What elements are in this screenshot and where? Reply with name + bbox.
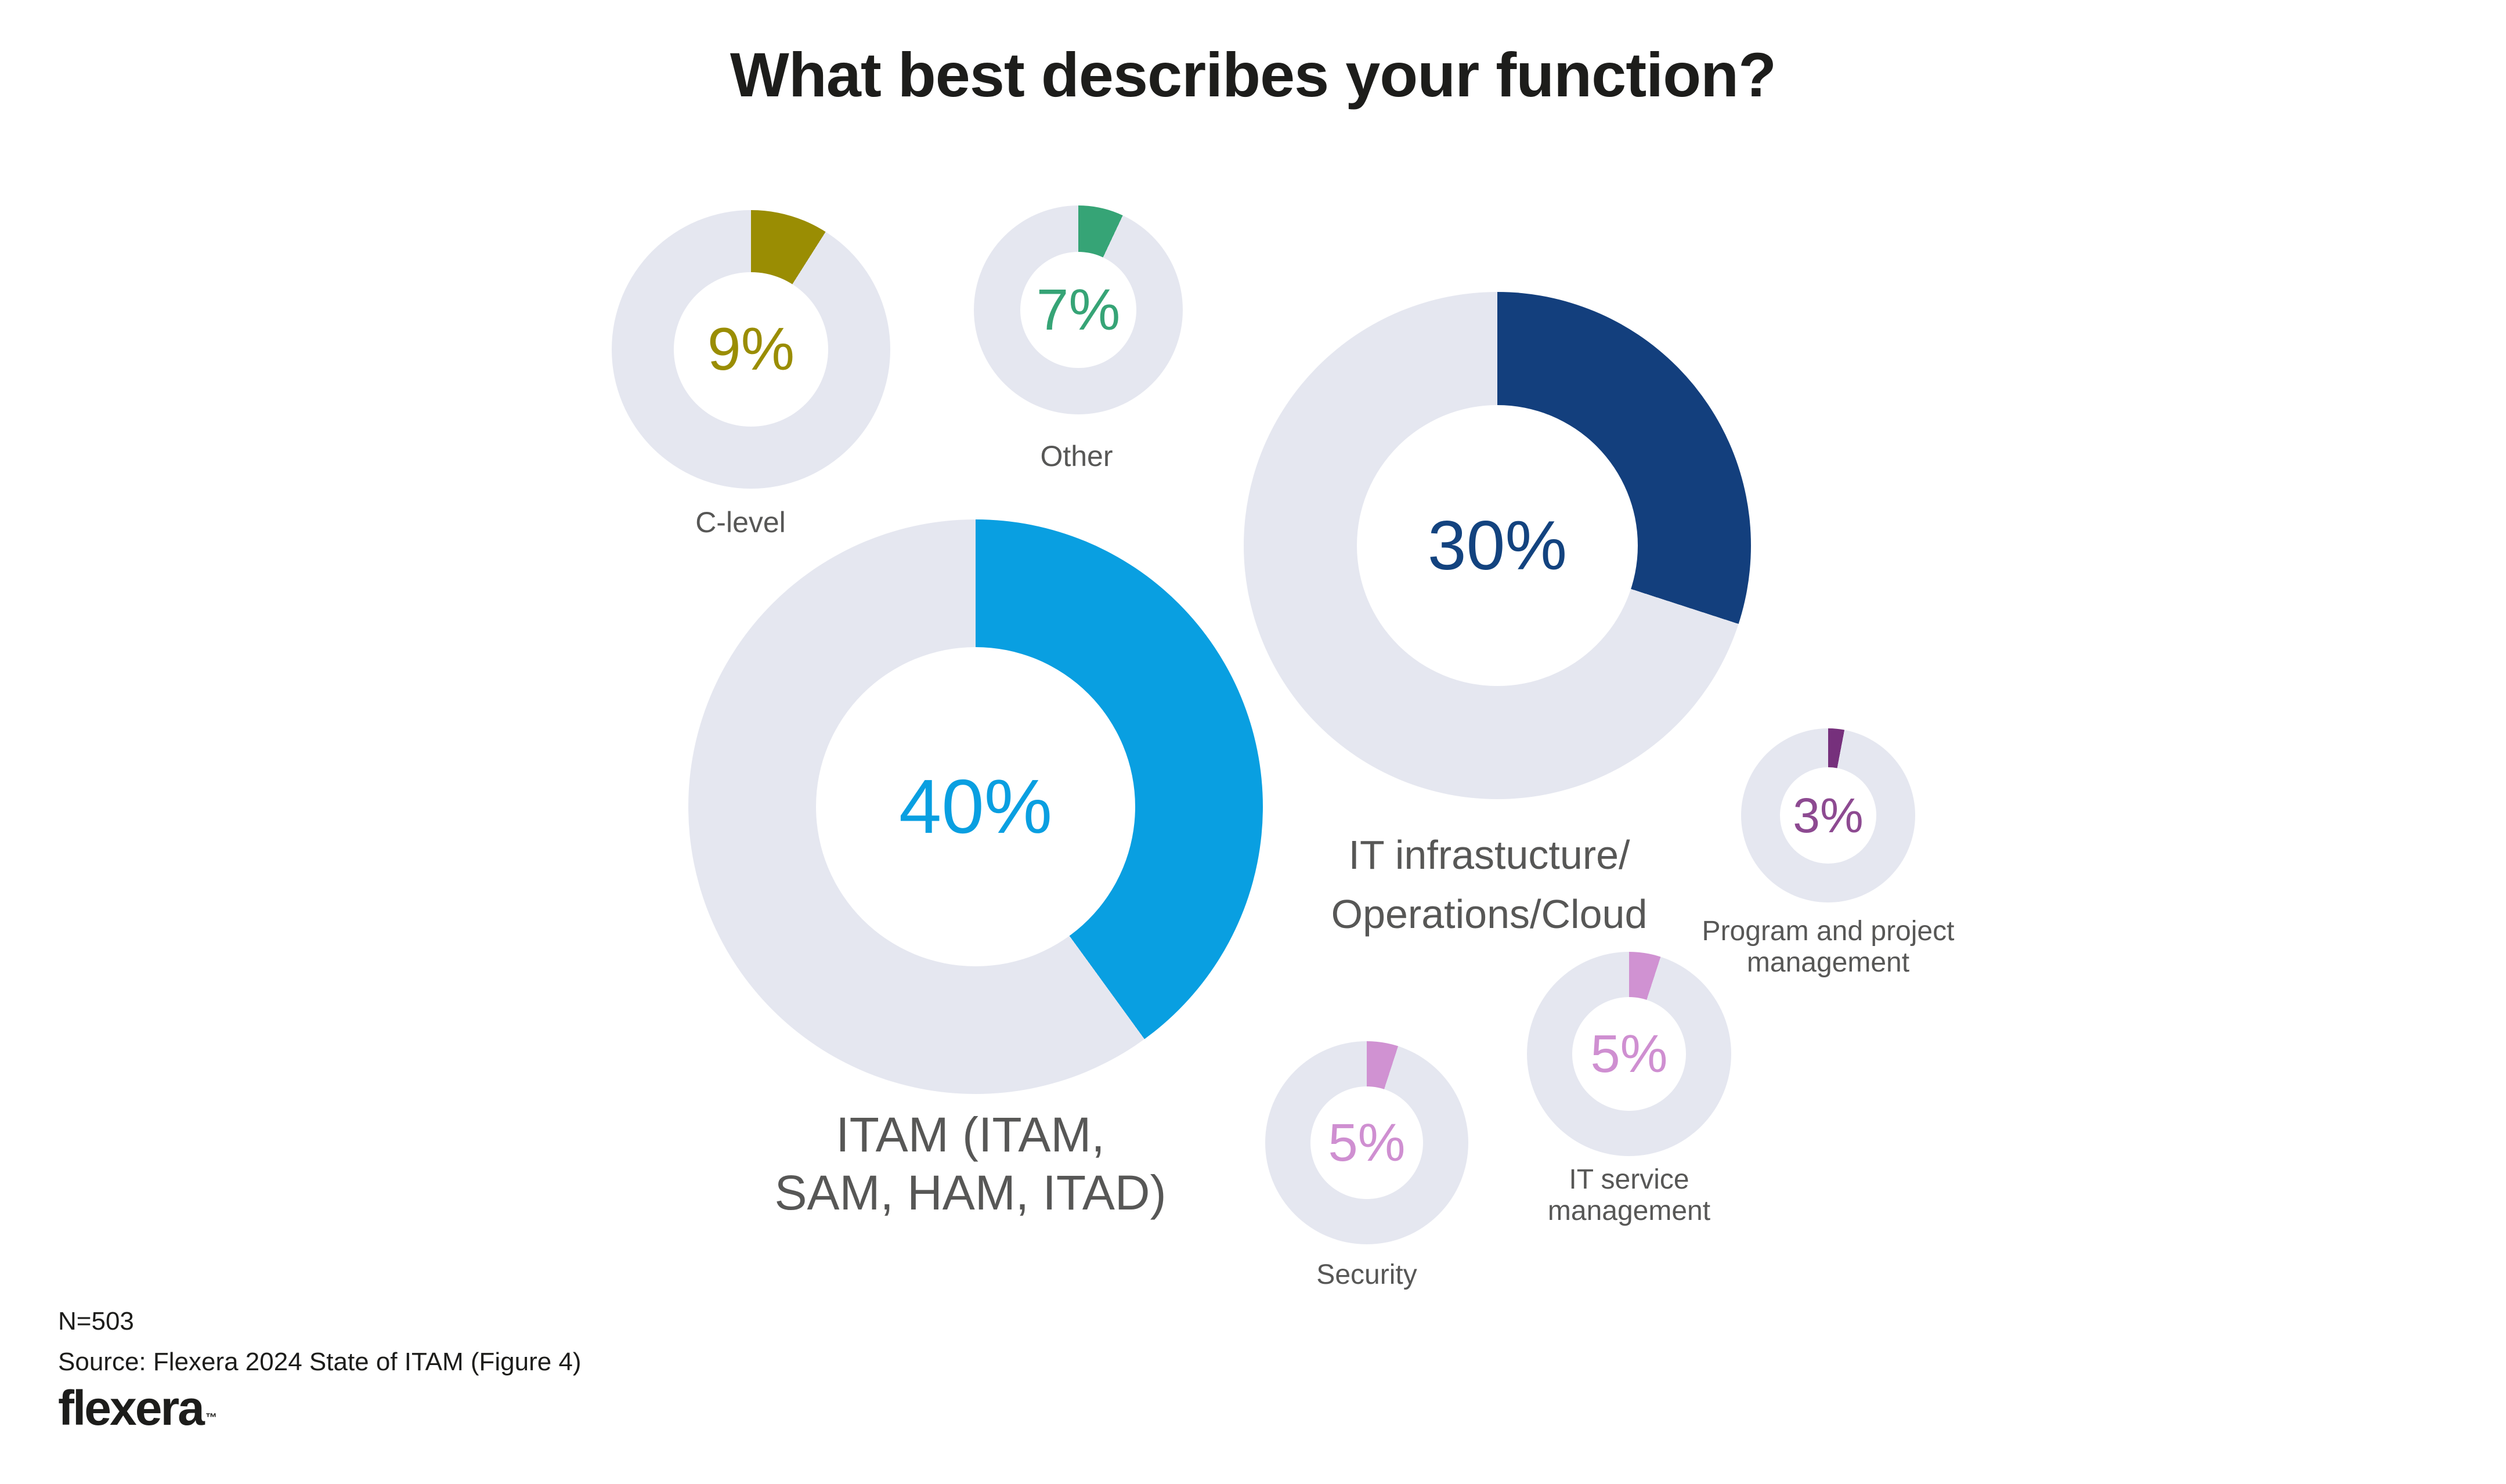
donut-itsm: 5%: [1527, 952, 1731, 1156]
donut-label-security: Security: [1316, 1259, 1417, 1290]
donut-label-itsm: IT service management: [1547, 1164, 1711, 1226]
flexera-wordmark: flexera: [58, 1381, 205, 1435]
donut-itam: 40%: [688, 519, 1263, 1094]
donut-hole-other: 7%: [1020, 252, 1136, 368]
donut-it-infrastructure: 30%: [1244, 292, 1751, 799]
donut-value-it-infrastructure: 30%: [1427, 507, 1568, 584]
donut-other: 7%: [974, 205, 1183, 414]
donut-c-level: 9%: [612, 210, 890, 489]
donut-hole-c-level: 9%: [674, 272, 828, 427]
donut-hole-itam: 40%: [816, 647, 1135, 966]
donut-hole-it-infrastructure: 30%: [1357, 405, 1638, 686]
donut-value-security: 5%: [1328, 1113, 1406, 1172]
donut-hole-itsm: 5%: [1572, 997, 1686, 1111]
source-note: Source: Flexera 2024 State of ITAM (Figu…: [58, 1348, 582, 1376]
donut-hole-security: 5%: [1310, 1086, 1423, 1199]
donut-value-itsm: 5%: [1590, 1024, 1668, 1084]
flexera-logo: flexera ™: [58, 1380, 217, 1436]
donut-label-other: Other: [1040, 440, 1113, 472]
donut-program-project: 3%: [1741, 728, 1915, 902]
trademark-symbol: ™: [205, 1411, 217, 1424]
donut-value-program-project: 3%: [1793, 788, 1864, 843]
donut-value-itam: 40%: [898, 764, 1053, 849]
donut-hole-program-project: 3%: [1780, 767, 1876, 864]
donut-value-other: 7%: [1036, 277, 1121, 342]
donut-label-itam: ITAM (ITAM, SAM, HAM, ITAD): [774, 1107, 1167, 1220]
donut-value-c-level: 9%: [707, 316, 795, 383]
chart-title: What best describes your function?: [730, 39, 1776, 110]
donut-security: 5%: [1265, 1041, 1468, 1244]
sample-size: N=503: [58, 1307, 134, 1335]
donut-label-c-level: C-level: [695, 506, 786, 539]
donut-label-it-infrastructure: IT infrastucture/ Operations/Cloud: [1331, 832, 1648, 937]
donut-label-program-project: Program and project management: [1702, 916, 1955, 978]
